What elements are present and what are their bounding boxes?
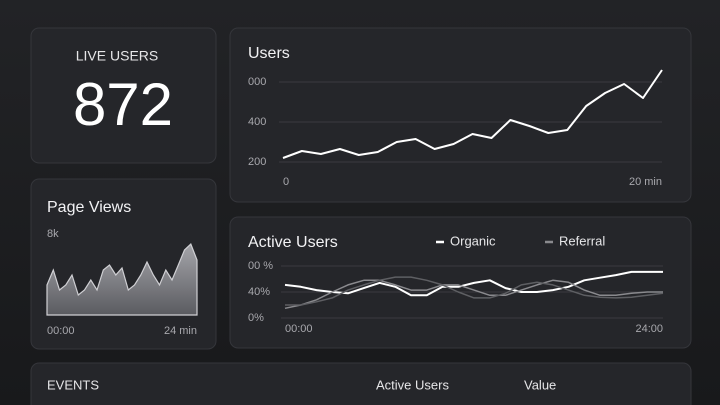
x-tick-label: 20 min (629, 176, 662, 188)
x-tick-label: 24 min (164, 325, 197, 337)
x-tick-label: 24:00 (635, 323, 663, 335)
y-tick-label: 400 (248, 116, 266, 128)
line (285, 276, 664, 306)
users-card (229, 27, 692, 203)
chart-title: Active Users (248, 234, 338, 251)
y-tick-label: 200 (248, 156, 266, 168)
line (282, 69, 663, 159)
legend-label: Organic (450, 233, 496, 248)
y-tick-label: 8k (47, 228, 59, 240)
column-header: Value (524, 377, 556, 392)
line (284, 270, 663, 297)
x-tick-label: 00:00 (47, 325, 75, 337)
x-tick-label: 00:00 (285, 323, 313, 335)
y-tick-label: 00 % (248, 260, 273, 272)
events-title: EVENTS (47, 377, 99, 392)
legend-label: Referral (559, 233, 605, 248)
x-tick-label: 0 (283, 176, 289, 188)
line (284, 279, 663, 310)
live-users-card (30, 27, 217, 164)
chart-title: Page Views (47, 199, 131, 216)
column-header: Active Users (376, 377, 449, 392)
y-tick-label: 0% (248, 312, 264, 324)
area (46, 243, 198, 316)
live-users-value: 872 (73, 71, 173, 138)
events-card (30, 362, 692, 405)
chart-title: Users (248, 45, 290, 62)
y-tick-label: 000 (248, 76, 266, 88)
active-users-card (229, 216, 692, 349)
y-tick-label: 40% (248, 286, 270, 298)
live-users-label: LIVE USERS (76, 48, 158, 64)
